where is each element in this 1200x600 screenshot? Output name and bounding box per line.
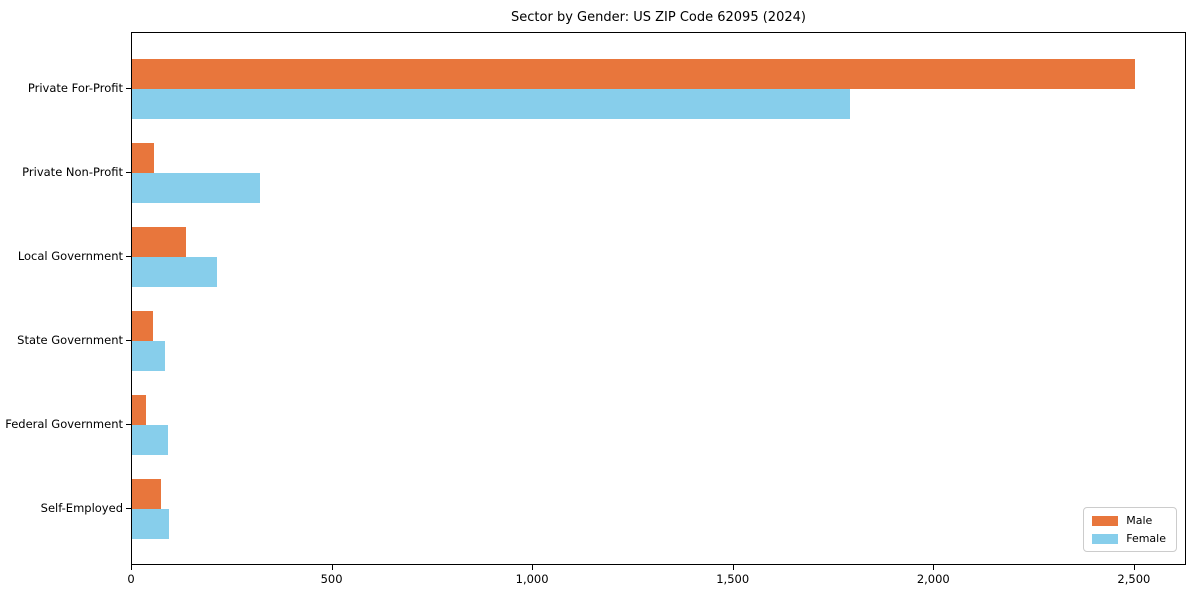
xtick-mark: [933, 565, 935, 570]
bar-female-0: [132, 89, 850, 119]
ytick-mark: [126, 508, 131, 509]
xtick-label: 0: [127, 572, 135, 586]
legend-entry-male: Male: [1092, 514, 1166, 527]
legend-label: Female: [1126, 532, 1166, 545]
legend-swatch-icon: [1092, 533, 1119, 544]
bar-male-3: [132, 311, 153, 341]
bar-male-4: [132, 395, 146, 425]
ytick-mark: [126, 256, 131, 257]
ytick-mark: [126, 88, 131, 89]
bar-female-4: [132, 425, 169, 455]
plot-area: Male Female: [131, 32, 1186, 565]
legend: Male Female: [1083, 507, 1177, 552]
ytick-label: Private For-Profit: [27, 81, 123, 95]
bar-male-2: [132, 227, 187, 257]
xtick-mark: [1133, 565, 1135, 570]
ytick-mark: [126, 340, 131, 341]
xtick-mark: [331, 565, 333, 570]
legend-entry-female: Female: [1092, 532, 1166, 545]
chart-title: Sector by Gender: US ZIP Code 62095 (202…: [511, 10, 806, 25]
bar-female-5: [132, 509, 169, 539]
xtick-label: 2,000: [916, 572, 950, 586]
bar-female-3: [132, 341, 165, 371]
bar-male-1: [132, 143, 155, 173]
ytick-label: Federal Government: [5, 417, 123, 431]
xtick-mark: [732, 565, 734, 570]
ytick-label: Local Government: [17, 249, 123, 263]
xtick-label: 500: [320, 572, 343, 586]
legend-swatch-icon: [1092, 515, 1119, 526]
xtick-label: 1,000: [515, 572, 549, 586]
ytick-label: Self-Employed: [40, 501, 123, 515]
ytick-mark: [126, 424, 131, 425]
xtick-mark: [532, 565, 534, 570]
ytick-mark: [126, 172, 131, 173]
ytick-label: State Government: [17, 333, 123, 347]
xtick-mark: [131, 565, 132, 570]
bar-female-2: [132, 257, 217, 287]
xtick-label: 2,500: [1117, 572, 1151, 586]
bar-male-0: [132, 59, 1135, 89]
xtick-label: 1,500: [716, 572, 750, 586]
bar-female-1: [132, 173, 261, 203]
bar-male-5: [132, 479, 161, 509]
ytick-label: Private Non-Profit: [22, 165, 123, 179]
legend-label: Male: [1126, 514, 1153, 527]
